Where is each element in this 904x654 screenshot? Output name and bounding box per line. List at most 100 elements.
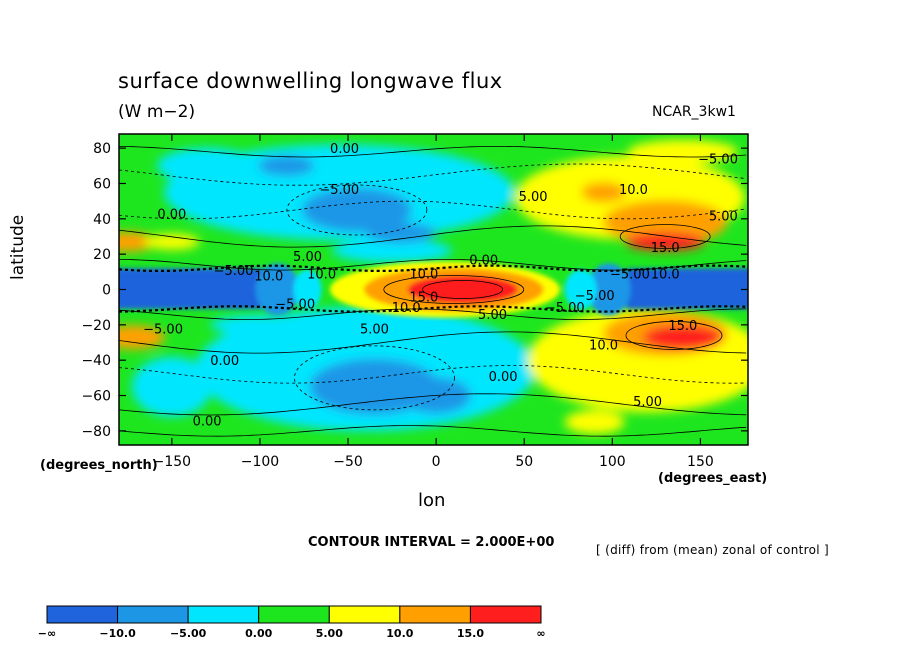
contour-line bbox=[286, 184, 428, 236]
contour-label: 10.0 bbox=[589, 338, 618, 353]
legend-label: −5.00 bbox=[170, 627, 207, 640]
contour-label: −5.00 bbox=[575, 289, 615, 304]
field-region bbox=[564, 269, 597, 310]
contour-label: 10.0 bbox=[409, 268, 438, 283]
field-region bbox=[586, 263, 631, 316]
x-tick-label: −150 bbox=[153, 454, 191, 470]
contour-label: 0.00 bbox=[489, 370, 518, 385]
legend-label: 15.0 bbox=[457, 627, 484, 640]
legend-label: 0.00 bbox=[245, 627, 272, 640]
legend-swatch bbox=[399, 605, 471, 624]
contour-label: −5.00 bbox=[698, 153, 738, 168]
contour-label: −5.00 bbox=[143, 322, 183, 337]
contour-label: −5.00 bbox=[275, 298, 315, 313]
contour-label: 15.0 bbox=[409, 291, 438, 306]
contour-label: −5.00 bbox=[214, 264, 254, 279]
x-tick-label: 150 bbox=[687, 454, 714, 470]
x-axis-units: (degrees_east) bbox=[658, 471, 768, 486]
contour-line bbox=[119, 225, 747, 248]
contour-labels: 0.00−5.000.005.00 10.0−5.005.000.005.0015… bbox=[143, 142, 738, 429]
contour-label: 15.0 bbox=[668, 319, 697, 334]
axes: −150 −100 −50 0 50 100 150 −80 −60 −40 −20 0 20 40 60 8… bbox=[81, 134, 748, 470]
field-region bbox=[119, 325, 166, 350]
y-axis-units: (degrees_north) bbox=[40, 458, 158, 473]
contour-label: 5.00 bbox=[633, 395, 662, 410]
legend-swatch bbox=[258, 605, 330, 624]
x-tick-label: −100 bbox=[241, 454, 279, 470]
legend-swatch bbox=[46, 605, 119, 624]
contour-label: 10.0 bbox=[392, 301, 421, 316]
contour-label: 10.0 bbox=[619, 183, 648, 198]
field-region bbox=[258, 155, 315, 176]
contour-label: 5.00 bbox=[709, 209, 738, 224]
contour-line bbox=[119, 259, 747, 271]
contour-line bbox=[294, 345, 455, 411]
y-tick-label: 20 bbox=[93, 247, 111, 263]
field-region bbox=[581, 182, 626, 203]
contour-label: 5.00 bbox=[360, 322, 389, 337]
field-region bbox=[119, 268, 282, 309]
contour-label: 5.00 bbox=[519, 190, 548, 205]
field-region bbox=[603, 200, 728, 245]
x-tick-label: 100 bbox=[599, 454, 626, 470]
field-region bbox=[564, 410, 625, 435]
contour-line bbox=[119, 200, 747, 220]
contour-label: 10.0 bbox=[307, 268, 336, 283]
y-tick-label: 40 bbox=[93, 212, 111, 228]
legend-swatch bbox=[328, 605, 401, 624]
legend-label: 5.00 bbox=[316, 627, 343, 640]
x-axis-label: lon bbox=[418, 490, 446, 511]
field-region bbox=[131, 356, 212, 417]
contour-label: 0.00 bbox=[469, 253, 498, 268]
field-region bbox=[625, 232, 706, 251]
contour-line bbox=[119, 365, 747, 384]
contour-label: 0.00 bbox=[193, 414, 222, 429]
y-tick-label: −60 bbox=[81, 389, 111, 405]
field-region bbox=[365, 222, 436, 243]
field-region bbox=[332, 238, 453, 263]
field-region bbox=[255, 263, 300, 316]
contour-line bbox=[625, 321, 723, 350]
field-region bbox=[143, 233, 200, 250]
contour-line bbox=[119, 425, 747, 437]
y-tick-label: −80 bbox=[81, 424, 111, 440]
legend-label: 10.0 bbox=[386, 627, 413, 640]
x-tick-label: 50 bbox=[515, 454, 533, 470]
legend-swatch bbox=[117, 605, 189, 624]
contour-label: 5.00 bbox=[478, 308, 507, 323]
contour-label: 0.00 bbox=[157, 208, 186, 223]
chart-title: surface downwelling longwave flux bbox=[118, 69, 503, 93]
legend-swatch bbox=[469, 605, 542, 624]
field-region bbox=[626, 268, 748, 309]
field-region bbox=[119, 231, 158, 252]
field-fill bbox=[119, 134, 748, 445]
x-tick-label: −50 bbox=[333, 454, 363, 470]
field-region bbox=[157, 147, 258, 184]
legend-label: ∞ bbox=[536, 627, 545, 640]
contour-label: 10.0 bbox=[651, 268, 680, 283]
x-tick-label: 0 bbox=[432, 454, 441, 470]
legend-label: −∞ bbox=[38, 627, 56, 640]
contour-label: 15.0 bbox=[651, 241, 680, 256]
field-region bbox=[407, 275, 518, 304]
y-tick-label: −40 bbox=[81, 353, 111, 369]
contour-line bbox=[619, 224, 711, 249]
contour-line bbox=[422, 280, 503, 299]
y-tick-label: 60 bbox=[93, 176, 111, 192]
contour-interval: CONTOUR INTERVAL = 2.000E+00 bbox=[308, 535, 555, 550]
contour-line bbox=[119, 331, 747, 354]
y-tick-label: −20 bbox=[81, 318, 111, 334]
field-region bbox=[627, 139, 738, 164]
contour-label: −5.00 bbox=[545, 301, 585, 316]
contour-label: −5.00 bbox=[319, 183, 359, 198]
y-tick-label: 80 bbox=[93, 141, 111, 157]
field-region bbox=[301, 187, 412, 232]
contour-label: 10.0 bbox=[254, 269, 283, 284]
field-region bbox=[209, 314, 310, 335]
color-legend: −∞ −10.0 −5.00 0.00 5.00 10.0 15.0 ∞ bbox=[38, 605, 546, 640]
contour-label: 0.00 bbox=[330, 142, 359, 157]
contour-label: 0.00 bbox=[210, 354, 239, 369]
contour-lines bbox=[119, 146, 747, 437]
